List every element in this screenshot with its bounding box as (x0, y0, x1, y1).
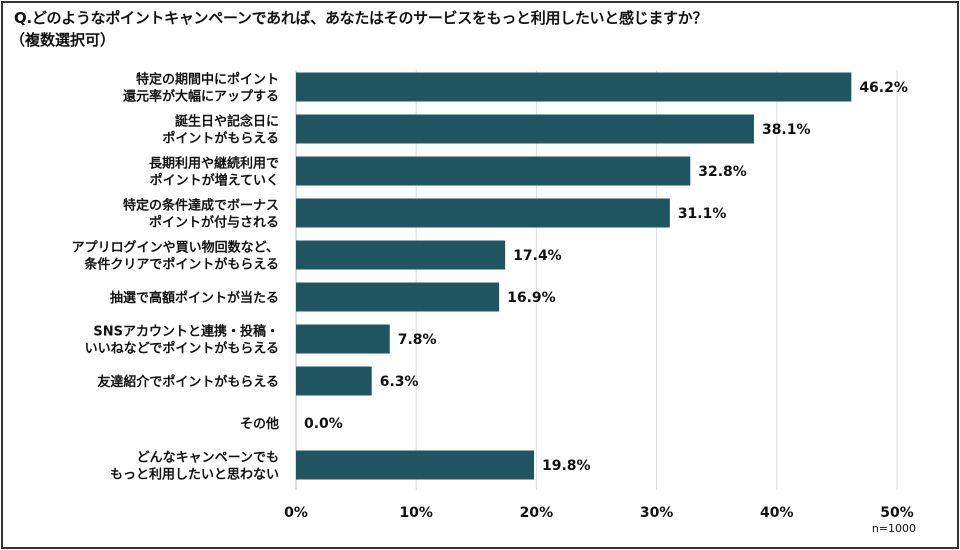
bar (296, 72, 852, 102)
value-label: 19.8% (542, 458, 591, 474)
category-label: 特定の期間中にポイント (136, 72, 279, 88)
bar (296, 366, 372, 396)
value-label: 31.1% (678, 206, 727, 222)
bar (296, 240, 506, 270)
category-label: 特定の条件達成でボーナス (123, 198, 279, 214)
value-label: 38.1% (762, 122, 811, 138)
category-label: ポイントが増えていく (150, 173, 279, 189)
category-label: 友達紹介でポイントがもらえる (97, 374, 279, 390)
category-label: ポイントが付与される (149, 215, 279, 231)
category-label: 還元率が大幅にアップする (123, 89, 279, 105)
category-label: どんなキャンペーンでも (137, 451, 279, 466)
x-tick-label: 40% (760, 505, 794, 521)
bar (296, 450, 534, 480)
category-label: 誕生日や記念日に (175, 114, 279, 130)
category-label: 抽選で高額ポイントが当たる (110, 290, 279, 306)
sample-size-note: n=1000 (871, 522, 916, 535)
x-tick-label: 50% (880, 505, 914, 521)
x-tick-label: 30% (640, 505, 674, 521)
x-tick-label: 0% (284, 505, 308, 521)
category-label: 条件クリアでポイントがもらえる (84, 257, 279, 273)
category-label: その他 (240, 416, 279, 432)
x-tick-label: 20% (520, 505, 554, 521)
bar (296, 156, 691, 186)
bar (296, 114, 754, 144)
category-label: 長期利用や継続利用で (149, 156, 279, 172)
value-label: 32.8% (698, 164, 747, 180)
value-label: 46.2% (859, 80, 908, 96)
chart-subtitle: （複数選択可） (10, 31, 116, 49)
bar (296, 324, 390, 354)
value-label: 17.4% (513, 248, 562, 264)
category-label: もっと利用したいと思わない (110, 467, 279, 483)
bar (296, 282, 500, 312)
value-label: 0.0% (304, 416, 343, 432)
category-label: ポイントがもらえる (162, 131, 279, 147)
value-label: 16.9% (507, 290, 556, 306)
x-tick-label: 10% (399, 505, 433, 521)
category-label: SNSアカウントと連携・投稿・ (93, 324, 279, 340)
value-label: 7.8% (398, 332, 437, 348)
bar (296, 198, 670, 228)
value-label: 6.3% (380, 374, 419, 390)
chart-title: Q.どのようなポイントキャンペーンであれば、あなたはそのサービスをもっと利用した… (14, 9, 708, 27)
category-label: アプリログインや買い物回数など、 (72, 240, 279, 256)
category-label: いいねなどでポイントがもらえる (85, 341, 279, 357)
